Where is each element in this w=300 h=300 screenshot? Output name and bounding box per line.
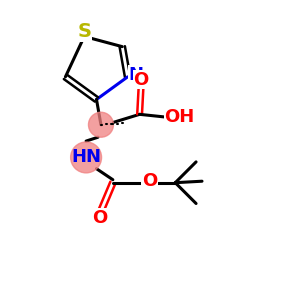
- Text: O: O: [134, 70, 149, 88]
- Text: O: O: [92, 209, 107, 227]
- Text: HN: HN: [71, 148, 101, 166]
- Text: O: O: [142, 172, 157, 190]
- Text: N: N: [128, 66, 143, 84]
- Circle shape: [88, 112, 113, 137]
- Circle shape: [70, 142, 102, 173]
- Text: S: S: [77, 22, 91, 40]
- Text: OH: OH: [165, 108, 195, 126]
